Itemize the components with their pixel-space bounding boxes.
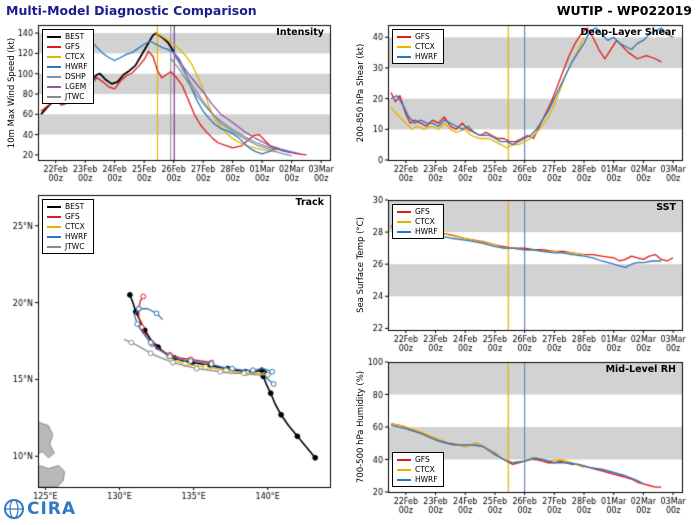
legend-swatch xyxy=(47,235,61,238)
legend-label: GFS xyxy=(415,455,430,464)
legend-item-jtwc: JTWC xyxy=(47,242,88,251)
track-legend: BEST GFS CTCX HWRF JTWC xyxy=(42,199,94,254)
legend-label: LGEM xyxy=(65,82,87,91)
legend-item-ctcx: CTCX xyxy=(397,465,438,474)
legend-label: GFS xyxy=(415,32,430,41)
legend-swatch xyxy=(47,95,61,98)
legend-item-lgem: LGEM xyxy=(47,82,88,91)
legend-swatch xyxy=(47,45,61,48)
sst-legend: GFS CTCX HWRF xyxy=(392,204,444,239)
legend-item-ctcx: CTCX xyxy=(47,222,88,231)
legend-swatch xyxy=(397,478,411,481)
legend-label: JTWC xyxy=(65,92,85,101)
legend-swatch xyxy=(47,65,61,68)
legend-label: CTCX xyxy=(65,52,85,61)
legend-swatch xyxy=(397,468,411,471)
legend-item-ctcx: CTCX xyxy=(47,52,88,61)
y-axis-label-shear: 200-850 hPa Shear (kt) xyxy=(356,43,366,143)
legend-label: HWRF xyxy=(415,475,438,484)
legend-label: CTCX xyxy=(65,222,85,231)
panel-title-intensity: Intensity xyxy=(276,27,324,38)
legend-label: CTCX xyxy=(415,465,435,474)
legend-label: CTCX xyxy=(415,42,435,51)
y-axis-label-sst: Sea Surface Temp (°C) xyxy=(356,217,366,313)
legend-swatch xyxy=(397,45,411,48)
legend-label: HWRF xyxy=(65,62,88,71)
legend-item-gfs: GFS xyxy=(397,207,438,216)
legend-item-gfs: GFS xyxy=(397,455,438,464)
legend-label: GFS xyxy=(65,212,80,221)
cira-logo: CIRA xyxy=(3,498,76,520)
legend-swatch xyxy=(47,55,61,58)
legend-item-best: BEST xyxy=(47,202,88,211)
panel-title-shear: Deep-Layer Shear xyxy=(580,27,676,38)
legend-item-dshp: DSHP xyxy=(47,72,88,81)
page-title: Multi-Model Diagnostic Comparison xyxy=(6,3,257,18)
legend-item-hwrf: HWRF xyxy=(397,475,438,484)
storm-title: WUTIP - WP022019 xyxy=(556,3,692,18)
legend-item-jtwc: JTWC xyxy=(47,92,88,101)
legend-item-gfs: GFS xyxy=(47,212,88,221)
legend-label: HWRF xyxy=(65,232,88,241)
legend-swatch xyxy=(397,210,411,213)
legend-item-hwrf: HWRF xyxy=(397,227,438,236)
legend-item-gfs: GFS xyxy=(397,32,438,41)
legend-label: BEST xyxy=(65,32,85,41)
legend-swatch xyxy=(47,245,61,248)
panel-title-track: Track xyxy=(295,197,324,208)
legend-swatch xyxy=(397,55,411,58)
legend-label: HWRF xyxy=(415,227,438,236)
panel-title-rh: Mid-Level RH xyxy=(605,364,676,375)
legend-label: DSHP xyxy=(65,72,86,81)
legend-item-hwrf: HWRF xyxy=(397,52,438,61)
legend-swatch xyxy=(397,220,411,223)
legend-label: GFS xyxy=(65,42,80,51)
legend-label: HWRF xyxy=(415,52,438,61)
panel-title-sst: SST xyxy=(656,202,676,213)
globe-icon xyxy=(4,499,24,519)
legend-swatch xyxy=(47,215,61,218)
legend-item-best: BEST xyxy=(47,32,88,41)
legend-swatch xyxy=(47,85,61,88)
legend-swatch xyxy=(397,35,411,38)
legend-swatch xyxy=(47,205,61,208)
intensity-legend: BEST GFS CTCX HWRF DSHP LGEM JTWC xyxy=(42,29,94,104)
shear-legend: GFS CTCX HWRF xyxy=(392,29,444,64)
legend-label: GFS xyxy=(415,207,430,216)
legend-item-hwrf: HWRF xyxy=(47,232,88,241)
rh-legend: GFS CTCX HWRF xyxy=(392,452,444,487)
legend-item-gfs: GFS xyxy=(47,42,88,51)
legend-label: BEST xyxy=(65,202,85,211)
legend-item-ctcx: CTCX xyxy=(397,42,438,51)
legend-label: JTWC xyxy=(65,242,85,251)
y-axis-label-intensity: 10m Max Wind Speed (kt) xyxy=(7,37,17,149)
legend-swatch xyxy=(47,35,61,38)
legend-item-ctcx: CTCX xyxy=(397,217,438,226)
legend-swatch xyxy=(47,225,61,228)
legend-swatch xyxy=(47,75,61,78)
legend-swatch xyxy=(397,230,411,233)
legend-swatch xyxy=(397,458,411,461)
y-axis-label-rh: 700-500 hPa Humidity (%) xyxy=(356,370,366,484)
legend-item-hwrf: HWRF xyxy=(47,62,88,71)
legend-label: CTCX xyxy=(415,217,435,226)
cira-logo-text: CIRA xyxy=(27,499,77,519)
